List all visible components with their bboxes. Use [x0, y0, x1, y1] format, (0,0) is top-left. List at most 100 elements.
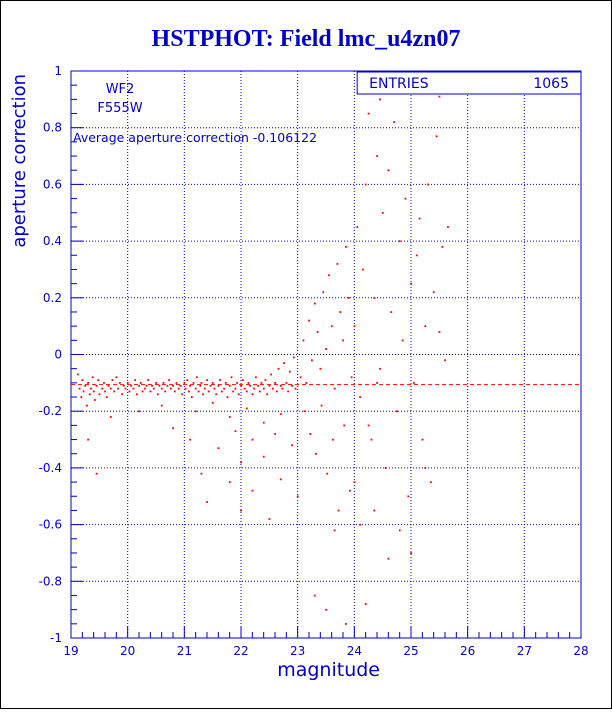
data-point — [236, 382, 239, 384]
data-point — [427, 183, 429, 186]
data-point — [228, 416, 231, 418]
data-point — [209, 384, 212, 387]
data-point — [336, 262, 339, 265]
data-point — [247, 382, 250, 384]
data-point — [104, 390, 106, 393]
data-point — [396, 410, 398, 413]
data-point — [245, 390, 248, 393]
data-point — [444, 359, 446, 362]
data-point — [343, 424, 346, 427]
data-point — [160, 404, 163, 407]
data-point — [353, 325, 356, 328]
y-tick-label: -0.8 — [39, 574, 62, 588]
data-point — [156, 393, 159, 396]
data-point — [266, 393, 269, 396]
data-point — [311, 359, 313, 362]
data-point — [296, 495, 299, 498]
data-point — [257, 384, 259, 387]
data-point — [270, 373, 273, 376]
data-point — [283, 362, 286, 365]
data-point — [337, 509, 340, 512]
data-point — [418, 217, 421, 220]
data-point — [287, 390, 290, 393]
data-point — [122, 384, 125, 387]
data-point — [432, 291, 435, 294]
data-point — [166, 384, 169, 387]
data-point — [145, 384, 148, 387]
data-point — [268, 518, 271, 520]
data-point — [124, 387, 127, 390]
x-tick-label: 23 — [290, 644, 305, 658]
data-point — [228, 384, 231, 387]
data-point — [179, 384, 182, 387]
data-point — [308, 319, 310, 322]
data-point — [226, 396, 229, 399]
data-point — [421, 438, 424, 441]
data-point — [262, 421, 265, 424]
data-point — [313, 302, 316, 305]
x-tick-label: 21 — [177, 644, 192, 658]
data-point — [151, 384, 154, 387]
data-point — [345, 623, 347, 625]
data-point — [220, 390, 223, 393]
stats-entries-value: 1065 — [533, 76, 569, 92]
data-point — [279, 478, 282, 481]
data-point — [367, 112, 370, 115]
data-point — [309, 433, 312, 435]
data-point — [213, 387, 216, 390]
x-tick-label: 22 — [233, 644, 248, 658]
data-point — [234, 387, 237, 390]
data-point — [303, 410, 306, 413]
data-point — [332, 438, 334, 441]
data-point — [330, 325, 333, 328]
data-point — [158, 384, 161, 387]
data-point — [322, 291, 325, 294]
data-point — [302, 339, 305, 342]
data-point — [410, 282, 412, 285]
data-point — [264, 379, 267, 382]
data-point — [438, 331, 441, 333]
data-point — [350, 376, 353, 379]
x-tick-label: 26 — [460, 644, 475, 658]
data-point — [215, 393, 218, 396]
data-point — [228, 481, 231, 484]
data-point — [223, 387, 225, 390]
data-point — [316, 331, 319, 333]
data-point — [379, 367, 381, 370]
data-point — [132, 387, 135, 390]
data-point — [87, 382, 89, 384]
data-point — [313, 594, 316, 597]
data-point — [234, 430, 237, 433]
y-tick-label: 0.2 — [43, 291, 62, 305]
data-point — [275, 390, 278, 393]
data-point — [237, 393, 240, 396]
data-point — [339, 311, 342, 313]
data-point — [294, 387, 297, 390]
y-tick-label: -0.2 — [39, 404, 62, 418]
data-point — [232, 390, 235, 393]
data-point — [118, 382, 121, 384]
data-point — [353, 481, 356, 484]
data-point — [271, 387, 274, 390]
data-point — [126, 382, 129, 384]
data-point — [141, 390, 144, 393]
data-point — [407, 495, 410, 498]
data-point — [172, 427, 174, 430]
data-point — [135, 393, 138, 396]
y-tick-label: 0 — [54, 348, 62, 362]
data-point — [190, 396, 193, 399]
x-axis-label: magnitude — [277, 659, 380, 681]
data-point — [376, 382, 378, 384]
data-point — [78, 387, 81, 390]
data-point — [169, 387, 172, 390]
data-point — [189, 438, 191, 441]
data-point — [168, 379, 171, 382]
y-tick-label: 1 — [54, 64, 62, 78]
data-point — [292, 356, 295, 359]
data-point — [364, 183, 367, 186]
data-point — [97, 379, 100, 382]
data-point — [373, 509, 376, 512]
data-point — [199, 384, 202, 387]
data-point — [347, 297, 350, 299]
data-point — [177, 387, 180, 390]
